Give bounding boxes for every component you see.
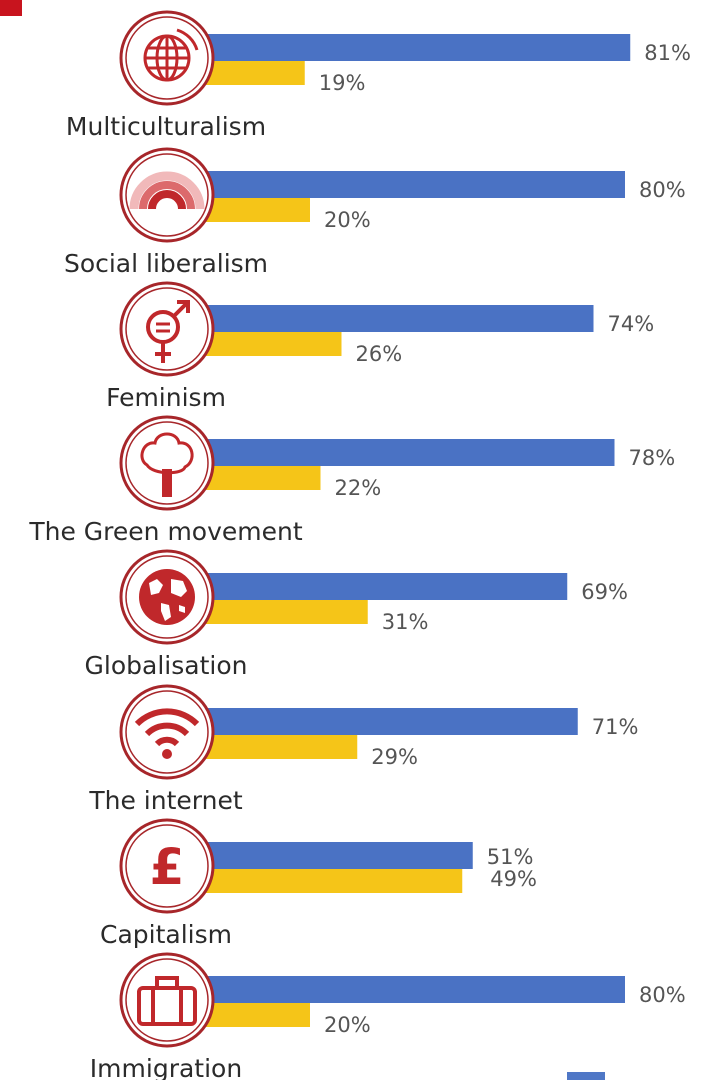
wifi-icon	[119, 684, 215, 780]
value-label-a-5: 71%	[592, 715, 639, 739]
gender-symbol-icon	[119, 281, 215, 377]
value-label-b-1: 20%	[324, 208, 371, 232]
category-label-4: Globalisation	[85, 651, 248, 680]
category-label-3: The Green movement	[28, 517, 303, 546]
suitcase-icon	[119, 952, 215, 1048]
bar-series-b-1	[205, 198, 310, 222]
category-label-7: Immigration	[90, 1054, 242, 1080]
bar-series-b-7	[205, 1003, 310, 1027]
category-label-1: Social liberalism	[64, 249, 268, 278]
value-label-a-1: 80%	[639, 178, 686, 202]
world-map-icon	[119, 549, 215, 645]
category-label-6: Capitalism	[100, 920, 232, 949]
bar-series-a-5	[205, 708, 578, 735]
value-label-a-4: 69%	[581, 580, 628, 604]
bar-series-b-4	[205, 600, 368, 624]
value-label-b-3: 22%	[335, 476, 382, 500]
value-label-a-0: 81%	[644, 41, 691, 65]
category-label-5: The internet	[88, 786, 242, 815]
bar-series-b-0	[205, 61, 305, 85]
bar-series-b-6	[205, 869, 463, 893]
bar-series-a-0	[205, 34, 631, 61]
category-label-2: Feminism	[106, 383, 226, 412]
rainbow-icon	[119, 147, 215, 243]
value-label-b-5: 29%	[371, 745, 418, 769]
value-label-a-2: 74%	[608, 312, 655, 336]
bar-series-b-3	[205, 466, 321, 490]
pound-sign-icon: £	[119, 818, 215, 914]
svg-text:£: £	[150, 838, 185, 896]
value-label-a-6: 51%	[487, 845, 534, 869]
value-label-b-4: 31%	[382, 610, 429, 634]
bar-series-a-2	[205, 305, 594, 332]
legend-swatch	[567, 1072, 605, 1080]
bar-series-b-2	[205, 332, 342, 356]
bar-series-b-5	[205, 735, 358, 759]
bar-series-a-4	[205, 573, 568, 600]
globe-icon	[119, 10, 215, 106]
value-label-b-7: 20%	[324, 1013, 371, 1037]
value-label-b-2: 26%	[356, 342, 403, 366]
value-label-b-0: 19%	[319, 71, 366, 95]
bar-series-a-7	[205, 976, 625, 1003]
value-label-b-6: 49%	[490, 867, 537, 891]
category-label-0: Multiculturalism	[66, 112, 266, 141]
bar-series-a-1	[205, 171, 625, 198]
value-label-a-3: 78%	[629, 446, 676, 470]
tree-icon	[119, 415, 215, 511]
bar-series-a-3	[205, 439, 615, 466]
value-label-a-7: 80%	[639, 983, 686, 1007]
bar-series-a-6	[205, 842, 473, 869]
header-accent-mark	[0, 0, 22, 16]
